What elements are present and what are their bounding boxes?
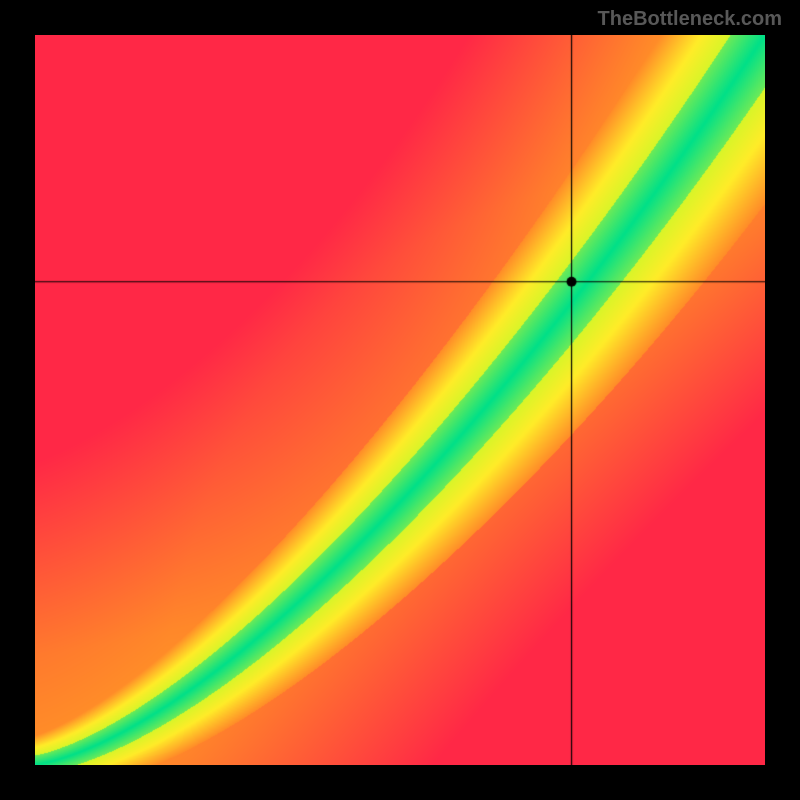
bottleneck-heatmap — [35, 35, 765, 765]
chart-container: TheBottleneck.com — [0, 0, 800, 800]
watermark-text: TheBottleneck.com — [598, 8, 782, 31]
